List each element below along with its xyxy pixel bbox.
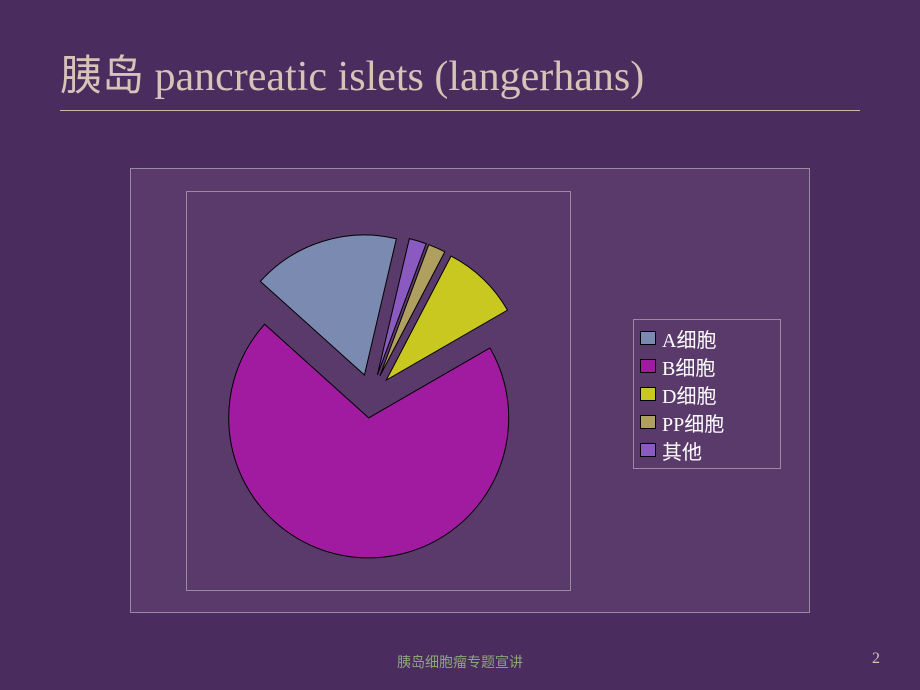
legend-label: 其他 <box>662 436 702 465</box>
legend-item: D细胞 <box>640 380 772 408</box>
title-underline <box>60 110 860 111</box>
page-number: 2 <box>872 650 880 668</box>
legend-item: 其他 <box>640 436 772 464</box>
slide: 胰岛 pancreatic islets (langerhans) A细胞B细胞… <box>0 0 920 690</box>
legend-label: B细胞 <box>662 352 715 381</box>
legend-label: D细胞 <box>662 380 716 409</box>
legend-swatch <box>640 359 656 373</box>
chart-panel-outer: A细胞B细胞D细胞PP细胞其他 <box>130 168 810 613</box>
legend-item: A细胞 <box>640 324 772 352</box>
legend-label: A细胞 <box>662 324 716 353</box>
legend-swatch <box>640 415 656 429</box>
pie-wrap <box>186 191 571 591</box>
footer-text: 胰岛细胞瘤专题宣讲 <box>0 652 920 672</box>
legend-swatch <box>640 331 656 345</box>
legend-swatch <box>640 443 656 457</box>
legend: A细胞B细胞D细胞PP细胞其他 <box>633 319 781 469</box>
legend-item: B细胞 <box>640 352 772 380</box>
slide-title: 胰岛 pancreatic islets (langerhans) <box>60 42 860 103</box>
legend-label: PP细胞 <box>662 408 724 437</box>
legend-swatch <box>640 387 656 401</box>
pie-slice <box>229 324 509 558</box>
legend-item: PP细胞 <box>640 408 772 436</box>
pie-chart <box>186 191 571 591</box>
